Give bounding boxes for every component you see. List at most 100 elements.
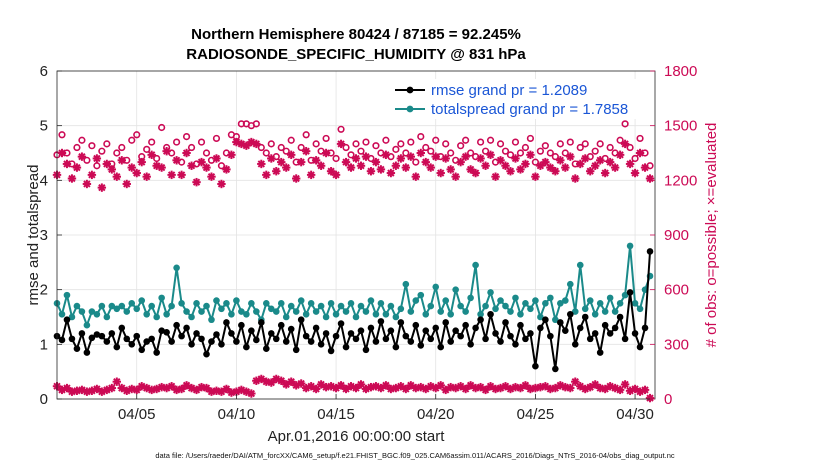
series-1-point-74 (422, 310, 430, 318)
series-2-point-78 (442, 140, 450, 148)
series-0-point-46 (282, 338, 290, 345)
series-0-point-82 (462, 321, 469, 329)
series-1-point-82 (462, 308, 469, 315)
series-0-point-99 (547, 332, 554, 340)
series-1-point-111 (606, 294, 614, 302)
series-2-point-24 (173, 138, 181, 146)
series-2-point-89 (496, 140, 505, 148)
series-0-point-61 (357, 327, 365, 334)
series-3-point-107 (586, 167, 595, 176)
series-3-point-51 (306, 170, 316, 180)
y-right-tick-label-6: 1800 (664, 63, 697, 80)
series-0-point-80 (452, 327, 459, 334)
series-3-point-11 (107, 165, 117, 174)
series-1-point-66 (382, 310, 390, 318)
series-3-point-35 (227, 150, 236, 160)
series-0-point-87 (487, 310, 494, 318)
series-2-point-9 (98, 147, 106, 155)
x-tick-label-1: 04/10 (218, 406, 256, 423)
series-2-point-56 (332, 154, 340, 163)
series-1-point-34 (223, 300, 230, 307)
series-2-point-29 (197, 138, 206, 146)
series-0-point-81 (457, 332, 464, 340)
series-3-point-110 (600, 168, 610, 178)
series-0-point-89 (497, 338, 504, 345)
series-0-point-49 (297, 316, 305, 324)
series-3-point-113 (615, 150, 625, 160)
series-0-point-69 (397, 319, 405, 326)
series-2-point-20 (153, 154, 161, 163)
series-0-point-119 (646, 248, 654, 255)
series-1-point-5 (78, 308, 86, 315)
series-3-point-21 (157, 163, 166, 172)
series-1-point-79 (447, 310, 454, 318)
series-3-point-1 (57, 148, 67, 158)
series-1-point-12 (113, 305, 121, 313)
series-0-point-19 (148, 335, 155, 343)
series-2-point-93 (516, 149, 525, 157)
series-3-point-60 (351, 154, 361, 163)
series-2-point-83 (467, 149, 475, 157)
series-2-point-82 (462, 136, 470, 144)
series-1-point-10 (103, 313, 111, 321)
series-1-point-29 (198, 308, 205, 315)
series-0-point-83 (467, 341, 474, 348)
series-2-point-114 (621, 120, 629, 128)
series-1-point-60 (352, 313, 360, 321)
series-2-point-113 (616, 136, 624, 144)
series-1-point-98 (542, 300, 549, 307)
series-1-point-93 (517, 310, 524, 318)
series-3-point-73 (416, 148, 425, 158)
series-1-point-28 (193, 300, 200, 307)
series-1-point-35 (228, 310, 235, 318)
series-2-point-61 (357, 147, 365, 155)
series-0-point-98 (542, 316, 549, 324)
legend-box (390, 79, 646, 119)
series-0-point-39 (248, 327, 255, 334)
series-3-point-27 (187, 161, 196, 170)
series-3-point-52 (311, 156, 321, 165)
series-0-point-14 (123, 335, 131, 343)
series-1-point-58 (342, 308, 350, 315)
series-1-point-65 (377, 300, 385, 307)
series-0-point-5 (78, 330, 86, 337)
legend: rmse grand pr = 1.2089 totalspread grand… (390, 79, 646, 119)
x-tick-label-4: 04/25 (517, 406, 555, 423)
series-2-point-12 (113, 149, 121, 157)
series-0-point-27 (188, 341, 195, 348)
series-2-point-85 (476, 138, 485, 146)
series-0-point-22 (163, 329, 170, 336)
series-0-point-79 (447, 338, 454, 345)
series-1-point-92 (512, 294, 519, 302)
series-2-point-1 (58, 131, 66, 139)
series-3-group (52, 137, 655, 192)
series-0-point-108 (591, 330, 599, 337)
series-1-point-116 (631, 300, 639, 307)
series-1-point-86 (482, 302, 489, 310)
series-0-point-59 (347, 330, 355, 337)
series-1-point-7 (88, 308, 96, 315)
series-1-point-24 (173, 264, 180, 272)
series-0-point-18 (143, 338, 150, 345)
series-2-point-40 (252, 120, 260, 128)
series-0-point-56 (332, 332, 340, 340)
y-right-tick-label-5: 1500 (664, 118, 697, 135)
series-3-point-91 (506, 167, 515, 176)
series-2-point-106 (581, 140, 589, 148)
series-0-point-47 (287, 325, 295, 333)
series-1-point-23 (168, 302, 175, 310)
series-3-point-76 (431, 152, 440, 161)
series-1-point-9 (98, 302, 106, 310)
series-1-point-51 (307, 300, 315, 307)
series-1-point-16 (133, 305, 141, 313)
series-1-point-26 (183, 308, 190, 315)
series-3-point-31 (207, 172, 216, 181)
series-1-point-46 (282, 313, 290, 321)
series-2-point-101 (556, 140, 564, 148)
series-1-point-107 (586, 297, 594, 304)
series-3-point-16 (132, 168, 141, 178)
series-2-point-69 (397, 140, 405, 148)
series-1-point-69 (397, 305, 405, 313)
series-1-point-57 (337, 302, 345, 310)
series-1-point-104 (571, 308, 579, 315)
